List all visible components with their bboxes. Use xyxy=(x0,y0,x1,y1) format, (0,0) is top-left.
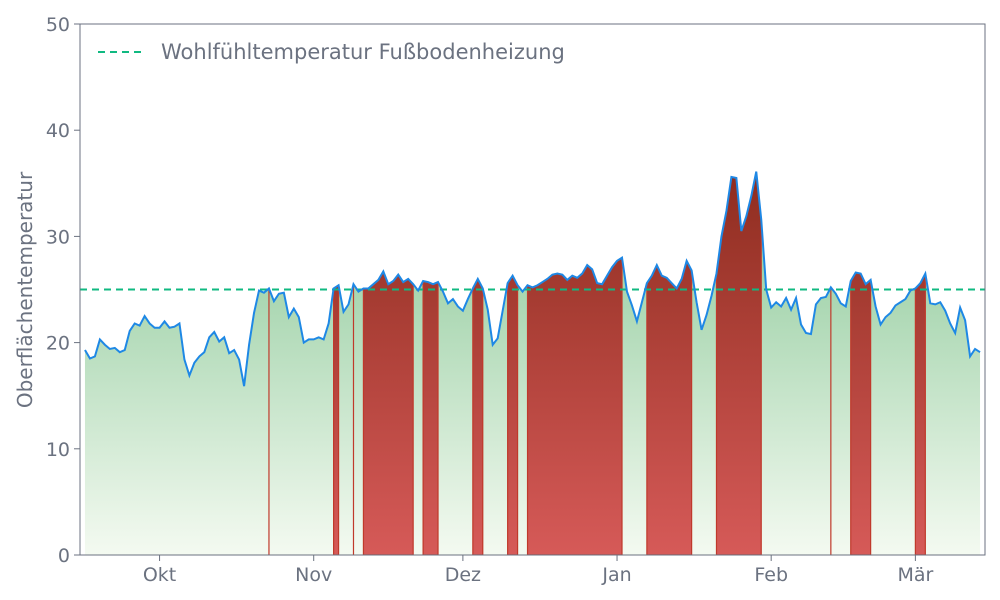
x-tick-label: Mär xyxy=(897,564,933,586)
y-tick-label: 20 xyxy=(46,333,70,355)
x-tick-label: Nov xyxy=(295,564,332,586)
y-axis: 0 10 20 30 40 50 xyxy=(46,14,80,567)
x-tick-label: Dez xyxy=(445,564,481,586)
legend-label: Wohlfühltemperatur Fußbodenheizung xyxy=(161,40,565,64)
hot-period-band xyxy=(422,280,439,555)
x-tick-label: Okt xyxy=(143,564,176,586)
hot-period-band xyxy=(507,274,519,555)
legend: Wohlfühltemperatur Fußbodenheizung xyxy=(98,40,565,64)
series-line xyxy=(84,171,981,387)
y-tick-label: 40 xyxy=(46,120,70,142)
plot-area xyxy=(80,171,985,555)
hot-period-band xyxy=(362,270,414,555)
hot-period-band xyxy=(850,271,872,555)
plot-frame xyxy=(79,23,986,556)
x-tick-label: Jan xyxy=(601,564,631,586)
hot-period-band xyxy=(914,273,926,555)
hot-period-band xyxy=(472,277,484,555)
x-tick-label: Feb xyxy=(754,564,788,586)
y-tick-label: 10 xyxy=(46,439,70,461)
hot-period-band xyxy=(646,259,693,555)
y-tick-label: 30 xyxy=(46,226,70,248)
x-axis: Okt Nov Dez Jan Feb Mär xyxy=(143,555,933,586)
hot-period-band xyxy=(526,256,623,555)
hot-period-band xyxy=(333,284,340,555)
hot-period-bands xyxy=(268,171,926,555)
y-axis-title: Oberflächentemperatur xyxy=(13,171,37,408)
y-tick-label: 0 xyxy=(58,545,70,567)
y-tick-label: 50 xyxy=(46,14,70,36)
